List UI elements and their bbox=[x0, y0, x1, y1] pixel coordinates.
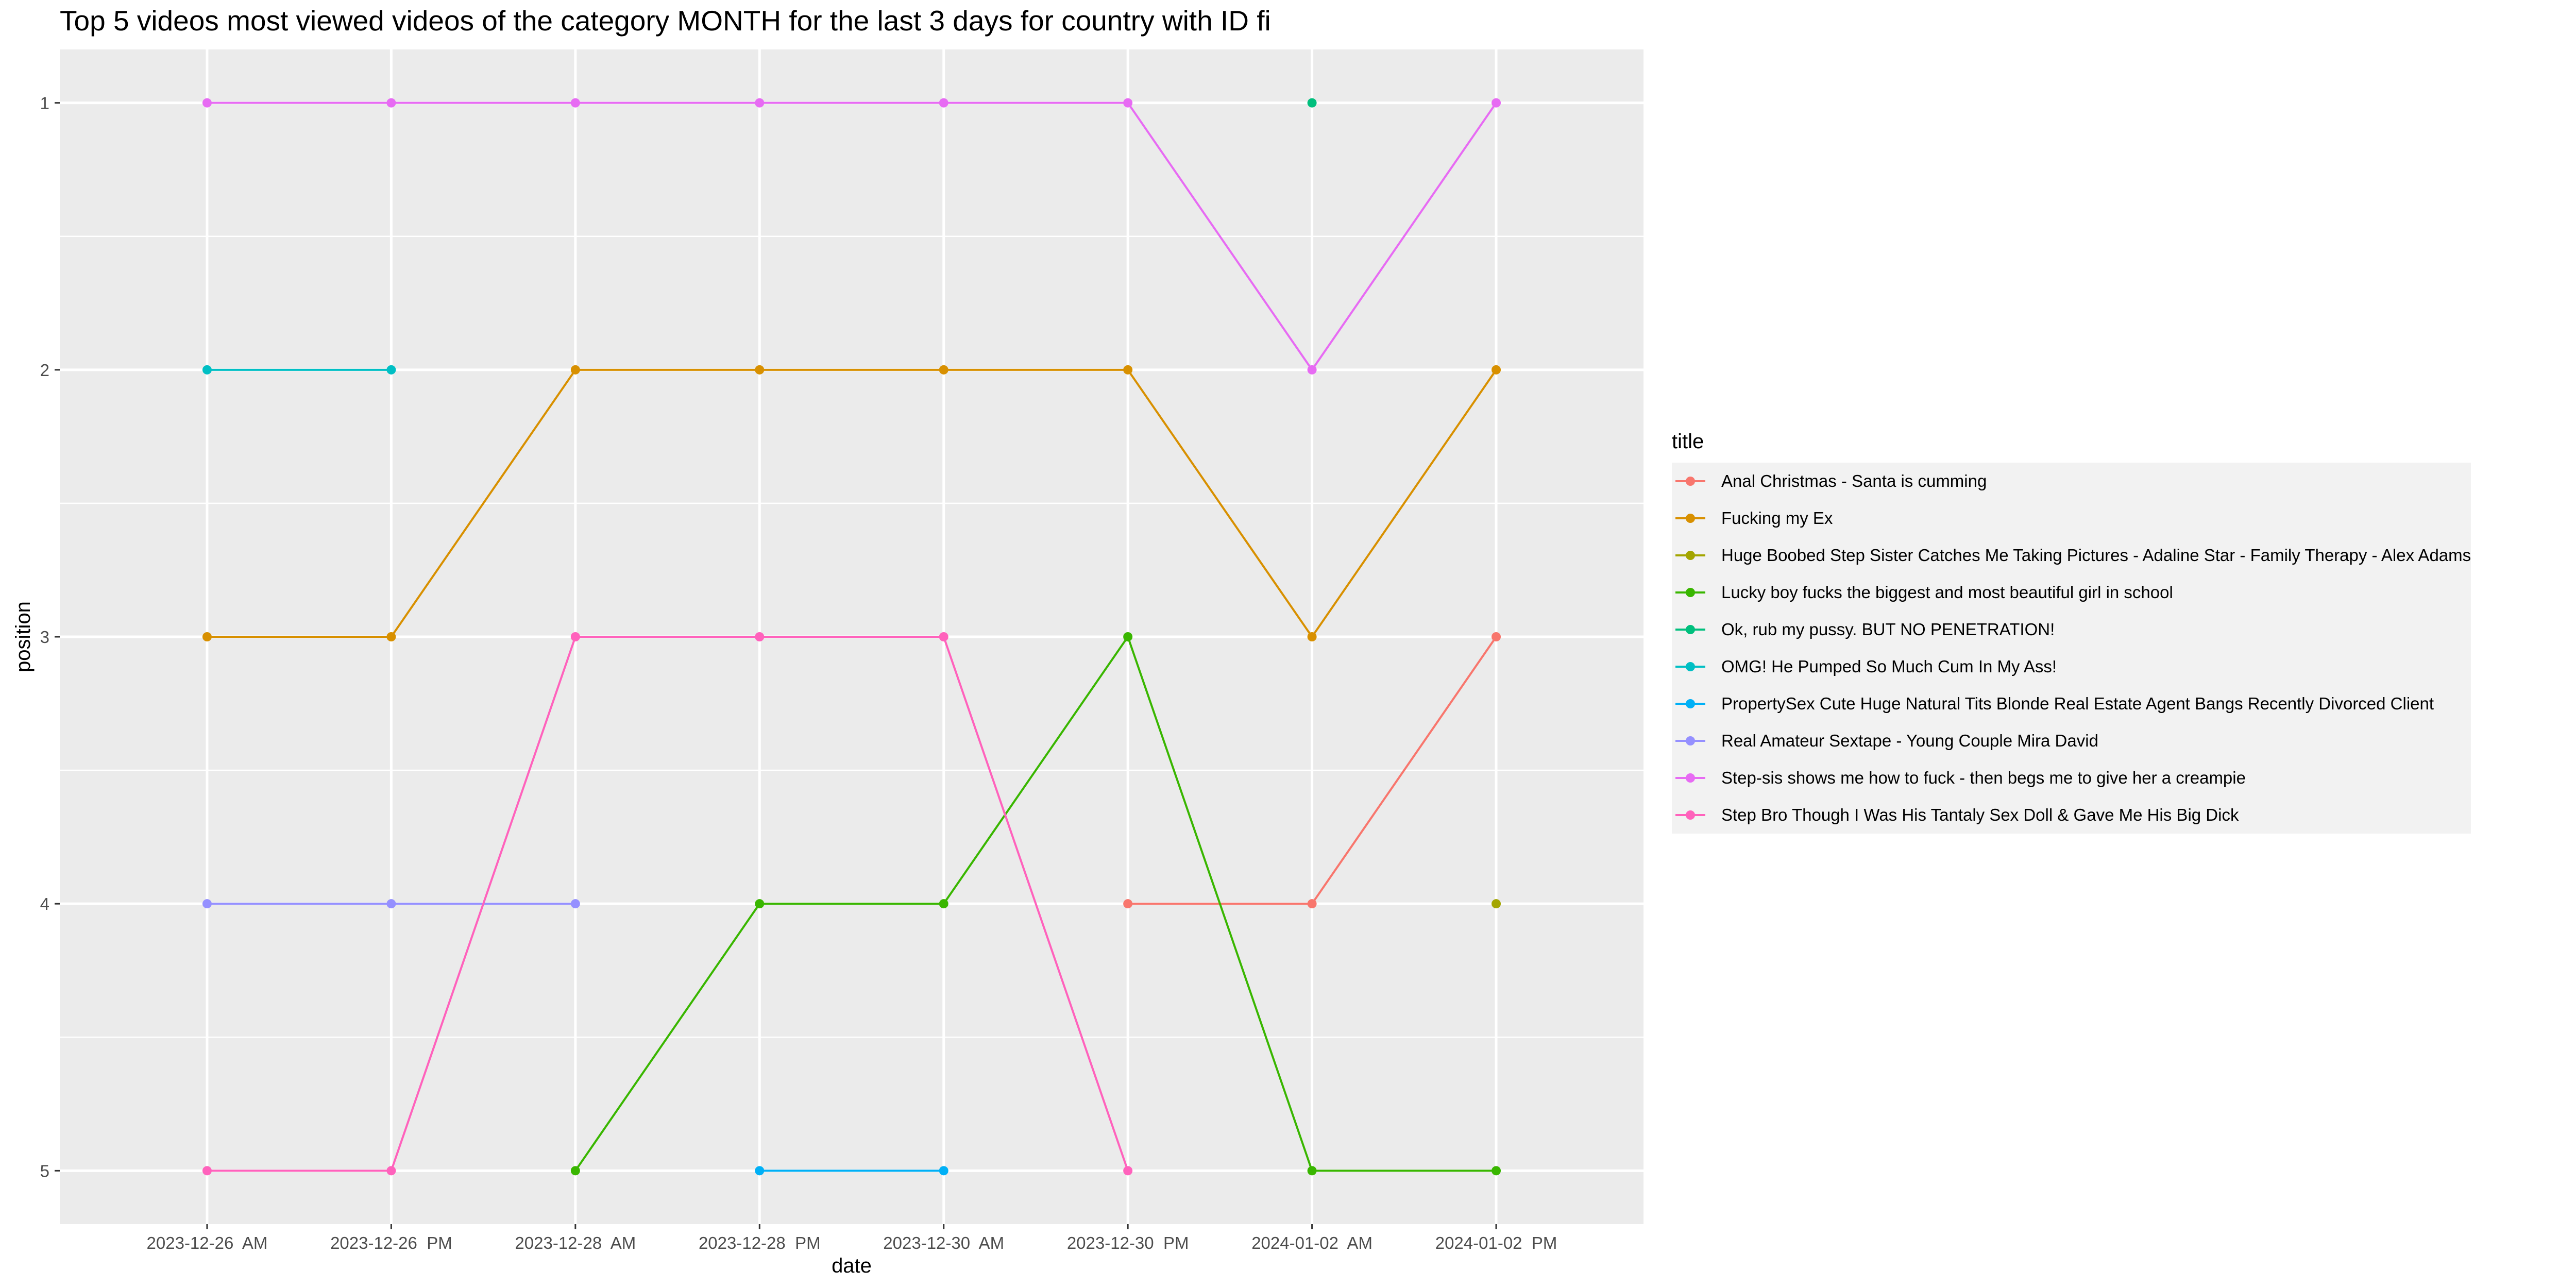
data-point bbox=[755, 899, 765, 909]
x-axis-title: date bbox=[832, 1255, 872, 1277]
legend-item: Ok, rub my pussy. BUT NO PENETRATION! bbox=[1672, 611, 2471, 648]
legend-item: OMG! He Pumped So Much Cum In My Ass! bbox=[1672, 648, 2471, 685]
y-tick-label: 5 bbox=[40, 1161, 49, 1180]
data-point bbox=[939, 899, 948, 909]
data-point bbox=[570, 899, 580, 909]
data-point bbox=[570, 365, 580, 375]
data-point bbox=[1123, 98, 1133, 108]
data-point bbox=[202, 632, 212, 641]
legend-label: Step Bro Though I Was His Tantaly Sex Do… bbox=[1721, 805, 2239, 824]
legend-label: Fucking my Ex bbox=[1721, 509, 1833, 528]
data-point bbox=[570, 1166, 580, 1176]
data-point bbox=[1307, 632, 1317, 641]
legend-label: Step-sis shows me how to fuck - then beg… bbox=[1721, 768, 2246, 787]
x-tick-label: 2024-01-02 PM bbox=[1435, 1233, 1557, 1252]
legend-key-icon bbox=[1675, 588, 1705, 597]
y-tick-label: 1 bbox=[40, 94, 49, 113]
data-point bbox=[1492, 365, 1501, 375]
x-tick-label: 2023-12-30 AM bbox=[883, 1233, 1004, 1252]
legend: title Anal Christmas - Santa is cumming F… bbox=[1672, 430, 2471, 836]
x-tick-label: 2023-12-30 PM bbox=[1067, 1233, 1189, 1252]
series-lines bbox=[207, 101, 1497, 1172]
x-tick-label: 2023-12-28 AM bbox=[515, 1233, 636, 1252]
data-point bbox=[202, 1166, 212, 1176]
data-point bbox=[1123, 899, 1133, 909]
legend-item: Step-sis shows me how to fuck - then beg… bbox=[1672, 759, 2471, 796]
data-point bbox=[755, 1166, 765, 1176]
data-point bbox=[939, 365, 948, 375]
series-line bbox=[207, 636, 1129, 1172]
data-point bbox=[1307, 1166, 1317, 1176]
data-point bbox=[1307, 98, 1317, 108]
legend-key-icon bbox=[1675, 810, 1705, 820]
chart-title: Top 5 videos most viewed videos of the c… bbox=[60, 5, 1271, 37]
x-tick-label: 2024-01-02 AM bbox=[1251, 1233, 1372, 1252]
data-point bbox=[1307, 365, 1317, 375]
legend-key-icon bbox=[1675, 625, 1705, 634]
data-point bbox=[939, 632, 948, 641]
legend-key-icon bbox=[1675, 477, 1705, 486]
data-point bbox=[386, 899, 396, 909]
legend-keys: Anal Christmas - Santa is cumming Fucking… bbox=[1672, 463, 2471, 834]
legend-label: OMG! He Pumped So Much Cum In My Ass! bbox=[1721, 657, 2057, 676]
data-point bbox=[570, 98, 580, 108]
data-point bbox=[1123, 632, 1133, 641]
series-points bbox=[202, 98, 1501, 1176]
legend-label: Real Amateur Sextape - Young Couple Mira… bbox=[1721, 731, 2098, 750]
data-point bbox=[202, 98, 212, 108]
data-point bbox=[755, 365, 765, 375]
data-point bbox=[386, 1166, 396, 1176]
legend-title: title bbox=[1672, 430, 1704, 453]
legend-item: Lucky boy fucks the biggest and most bea… bbox=[1672, 574, 2471, 611]
legend-item: Real Amateur Sextape - Young Couple Mira… bbox=[1672, 722, 2471, 759]
legend-key-icon bbox=[1675, 662, 1705, 671]
legend-label: Huge Boobed Step Sister Catches Me Takin… bbox=[1721, 546, 2471, 565]
legend-key-icon bbox=[1675, 551, 1705, 560]
data-point bbox=[202, 365, 212, 375]
x-tick-label: 2023-12-26 PM bbox=[330, 1233, 452, 1252]
y-axis: 1 2 3 4 5 bbox=[40, 94, 60, 1180]
legend-label: Ok, rub my pussy. BUT NO PENETRATION! bbox=[1721, 620, 2055, 639]
x-tick-label: 2023-12-28 PM bbox=[699, 1233, 821, 1252]
data-point bbox=[1492, 899, 1501, 909]
data-point bbox=[1492, 1166, 1501, 1176]
data-point bbox=[939, 98, 948, 108]
legend-key-icon bbox=[1675, 736, 1705, 745]
x-tick-label: 2023-12-26 AM bbox=[147, 1233, 268, 1252]
data-point bbox=[1307, 899, 1317, 909]
legend-label: Anal Christmas - Santa is cumming bbox=[1721, 471, 1987, 490]
data-point bbox=[755, 632, 765, 641]
legend-key-icon bbox=[1675, 699, 1705, 708]
legend-label: Lucky boy fucks the biggest and most bea… bbox=[1721, 583, 2173, 602]
legend-item: PropertySex Cute Huge Natural Tits Blond… bbox=[1672, 685, 2471, 722]
data-point bbox=[202, 899, 212, 909]
data-point bbox=[1492, 632, 1501, 641]
legend-item: Step Bro Though I Was His Tantaly Sex Do… bbox=[1672, 796, 2471, 834]
y-axis-title: position bbox=[12, 601, 35, 672]
grid-minor bbox=[60, 235, 1643, 1038]
data-point bbox=[386, 98, 396, 108]
x-axis: 2023-12-26 AM 2023-12-26 PM 2023-12-28 AM 2… bbox=[147, 1224, 1557, 1252]
legend-label: PropertySex Cute Huge Natural Tits Blond… bbox=[1721, 694, 2434, 713]
legend-item: Fucking my Ex bbox=[1672, 500, 2471, 537]
data-point bbox=[386, 365, 396, 375]
legend-key-icon bbox=[1675, 773, 1705, 783]
data-point bbox=[1123, 1166, 1133, 1176]
series-line bbox=[574, 634, 1497, 1172]
y-tick-label: 2 bbox=[40, 361, 49, 380]
data-point bbox=[386, 632, 396, 641]
data-point bbox=[570, 632, 580, 641]
series-line bbox=[207, 368, 1497, 639]
data-point bbox=[755, 98, 765, 108]
data-point bbox=[1123, 365, 1133, 375]
series-line bbox=[207, 101, 1497, 372]
legend-key-icon bbox=[1675, 514, 1705, 523]
legend-item: Anal Christmas - Santa is cumming bbox=[1672, 463, 2471, 500]
y-tick-label: 3 bbox=[40, 628, 49, 647]
data-point bbox=[1492, 98, 1501, 108]
legend-item: Huge Boobed Step Sister Catches Me Takin… bbox=[1672, 537, 2471, 574]
data-point bbox=[939, 1166, 948, 1176]
y-tick-label: 4 bbox=[40, 894, 49, 913]
